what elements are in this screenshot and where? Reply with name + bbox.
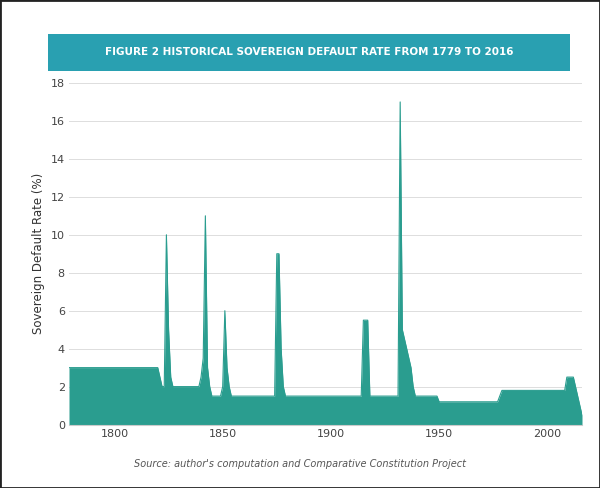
Y-axis label: Sovereign Default Rate (%): Sovereign Default Rate (%) bbox=[32, 173, 45, 334]
Text: FIGURE 2 HISTORICAL SOVEREIGN DEFAULT RATE FROM 1779 TO 2016: FIGURE 2 HISTORICAL SOVEREIGN DEFAULT RA… bbox=[105, 47, 513, 58]
Text: Source: author's computation and Comparative Constitution Project: Source: author's computation and Compara… bbox=[134, 459, 466, 468]
